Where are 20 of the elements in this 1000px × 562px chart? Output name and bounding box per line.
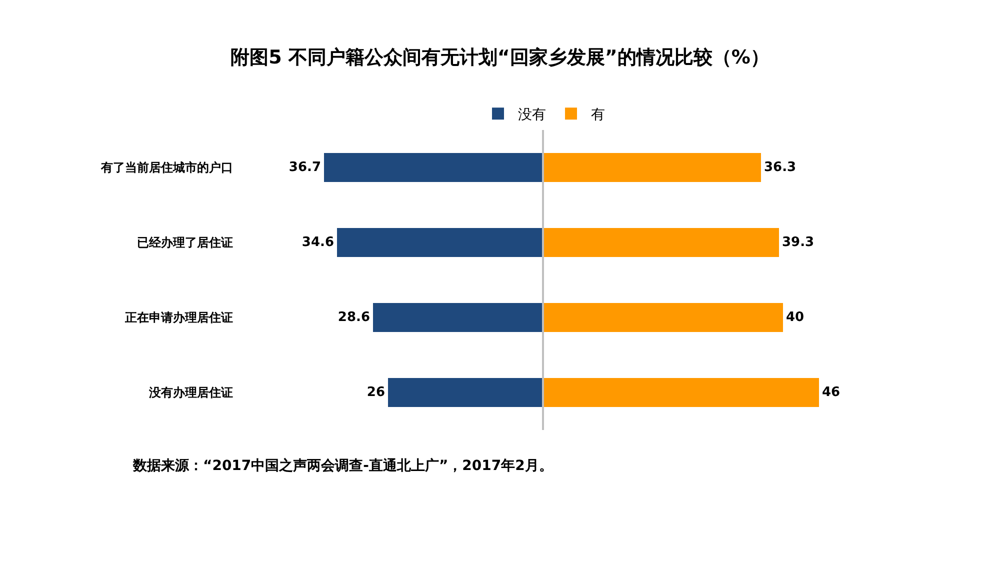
bar bbox=[544, 378, 819, 407]
data-label: 36.7 bbox=[288, 160, 321, 175]
legend-label: 没有 bbox=[518, 107, 546, 124]
data-label: 34.6 bbox=[302, 235, 334, 250]
bar bbox=[544, 153, 761, 182]
source-note: 数据来源：“2017中国之声两会调查-直通北上广”，2017年2月。 bbox=[132, 457, 553, 474]
y-tick-label: 有了当前居住城市的户口 bbox=[100, 160, 233, 175]
chart-title: 附图5 不同户籍公众间有无计划“回家乡发展”的情况比较（%） bbox=[230, 46, 770, 69]
y-tick-label: 没有办理居住证 bbox=[148, 386, 233, 400]
data-label: 40 bbox=[786, 310, 804, 325]
bar bbox=[544, 228, 779, 257]
data-label: 26 bbox=[366, 385, 385, 400]
data-label: 28.6 bbox=[338, 310, 370, 325]
y-tick-label: 已经办理了居住证 bbox=[137, 236, 233, 250]
bar bbox=[544, 303, 783, 332]
data-label: 36.3 bbox=[764, 160, 796, 175]
data-label: 46 bbox=[822, 385, 840, 400]
y-tick-label: 正在申请办理居住证 bbox=[124, 310, 233, 325]
data-label: 39.3 bbox=[782, 235, 814, 250]
legend-label: 有 bbox=[591, 107, 605, 124]
